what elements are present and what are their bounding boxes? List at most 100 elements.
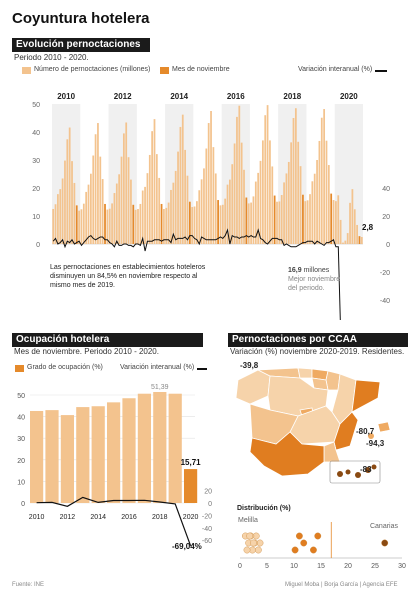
month-bar — [323, 109, 326, 244]
month-bar — [92, 155, 95, 244]
year-label: 2012 — [114, 92, 132, 101]
y-tick-right: 20 — [382, 214, 390, 221]
month-bar — [283, 182, 285, 244]
pernoctaciones-subtitle: Periodo 2010 - 2020. — [14, 53, 89, 62]
month-bar — [252, 196, 255, 244]
dist-point — [250, 539, 257, 547]
year-band — [278, 104, 307, 244]
month-bar — [250, 202, 252, 244]
credits-note: Miguel Moba | Borja García | Agencia EFE — [285, 582, 398, 588]
month-bar — [179, 126, 182, 244]
month-bar — [120, 156, 123, 244]
month-bar — [327, 165, 330, 244]
month-bar — [113, 193, 116, 244]
month-bar — [61, 178, 64, 244]
month-bar — [292, 118, 295, 244]
y-tick-left: 40 — [32, 130, 40, 137]
month-bar — [339, 219, 342, 244]
month-bar — [89, 173, 92, 244]
month-bar — [294, 108, 297, 244]
month-bar — [342, 242, 344, 244]
month-bar — [318, 140, 321, 244]
dist-point — [314, 532, 322, 540]
y-tick-left: 20 — [32, 186, 40, 193]
map-label-cataluna: -80,7 — [356, 427, 375, 436]
occupancy-bar — [153, 391, 167, 503]
month-bar — [106, 209, 109, 244]
map-label-baleares: -94,3 — [366, 439, 385, 448]
month-bar — [264, 115, 267, 244]
month-bar — [97, 123, 99, 244]
occupancy-bar — [60, 415, 74, 503]
month-bar — [153, 119, 156, 244]
month-bar — [144, 186, 146, 244]
map-canarias-island-5 — [371, 464, 377, 470]
ocupacion-subtitle: Mes de noviembre. Periodo 2010 - 2020. — [14, 347, 159, 356]
y-tick-left: 50 — [17, 393, 25, 400]
dist-point — [291, 546, 299, 554]
x-tick-label: 2020 — [183, 514, 199, 521]
occupancy-bar — [107, 402, 121, 503]
month-bar — [224, 198, 227, 244]
y-tick-left: 10 — [17, 479, 25, 486]
month-bar — [226, 184, 229, 244]
month-bar — [266, 105, 269, 245]
y-tick-right: -60 — [202, 538, 212, 545]
month-bar — [115, 183, 118, 244]
y-tick-left: 50 — [32, 102, 40, 109]
month-bar — [214, 173, 217, 244]
month-bar — [174, 170, 177, 244]
map-region-cantabria — [297, 367, 313, 379]
month-bar — [353, 209, 356, 244]
november-bar — [358, 236, 361, 244]
november-bar — [75, 205, 78, 244]
spain-map: -39,8 -80,7 -94,3 -83 — [235, 361, 391, 484]
occupancy-bar — [45, 410, 59, 503]
month-bar — [306, 200, 309, 244]
year-label: 2020 — [340, 92, 358, 101]
month-bar — [332, 200, 335, 244]
pernoctaciones-chart: 5040302010040200-20-40-60-80-10020102012… — [32, 92, 390, 320]
month-bar — [184, 149, 186, 244]
pernoctaciones-note: Las pernoctaciones en establecimientos h… — [50, 264, 206, 289]
legend-swatch-ocupacion — [15, 365, 24, 372]
y-tick-right: 20 — [204, 489, 212, 496]
variation-line — [52, 228, 341, 320]
november-bar — [217, 200, 219, 244]
map-canarias-island-4 — [365, 467, 371, 473]
month-bar — [101, 179, 104, 244]
month-bar — [320, 117, 323, 244]
section-header-ccaa: Pernoctaciones por CCAA — [228, 333, 408, 347]
month-bar — [170, 189, 172, 244]
month-bar — [238, 105, 241, 245]
occupancy-bar — [168, 393, 182, 503]
year-label: 2016 — [227, 92, 245, 101]
label-variation: -69,04% — [172, 542, 202, 551]
month-bar — [125, 122, 128, 244]
month-bar — [259, 160, 262, 244]
best-november-unit: millones — [303, 267, 330, 274]
legend-swatch-pernoctaciones — [22, 67, 31, 74]
month-bar — [87, 184, 90, 244]
month-bar — [356, 224, 358, 244]
legend-line-variacion — [375, 70, 387, 72]
november-bar — [104, 203, 106, 244]
dist-point — [310, 546, 317, 554]
dist-point — [296, 532, 303, 540]
month-bar — [54, 204, 57, 244]
month-bar — [205, 148, 208, 244]
year-label: 2014 — [170, 92, 188, 101]
dist-tick: 15 — [317, 563, 325, 570]
occupancy-bar — [91, 406, 105, 503]
month-bar — [261, 140, 264, 244]
y-tick-right: -20 — [380, 270, 390, 277]
month-bar — [196, 201, 198, 244]
month-bar — [285, 173, 288, 244]
month-bar — [309, 194, 311, 244]
occupancy-bar — [30, 410, 44, 503]
dist-point — [243, 546, 251, 554]
month-bar — [127, 157, 130, 244]
map-region-cataluna — [351, 379, 381, 413]
month-bar — [146, 173, 149, 244]
month-bar — [247, 203, 250, 244]
